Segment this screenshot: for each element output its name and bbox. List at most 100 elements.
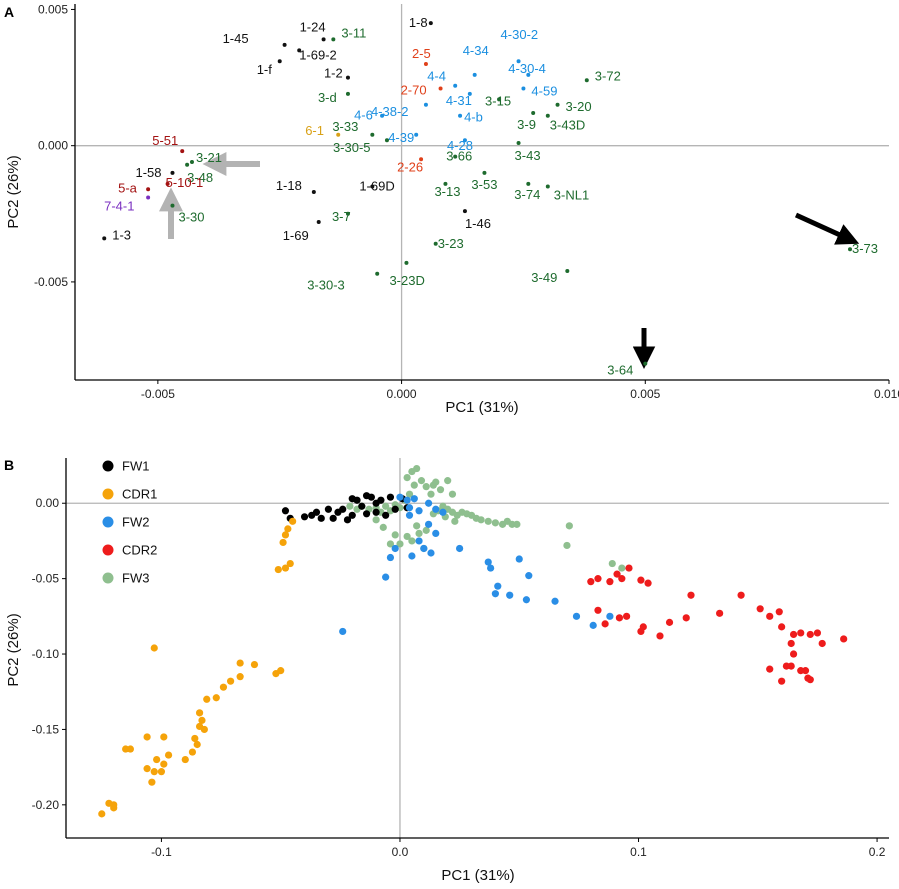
panel-a-point [565,269,570,274]
panel-b-point-cdr1 [200,725,208,734]
panel-a-point [345,91,350,96]
panel-a-point-label: 3-64 [607,363,633,378]
panel-a-point [458,113,463,118]
panel-b-point-fw3 [403,474,411,482]
legend-label-fw1: FW1 [122,459,149,474]
panel-b-point-fw3 [422,483,430,491]
panel-a-point-label: 3-13 [434,184,460,199]
panel-b-point-cdr2 [625,564,633,572]
panel-b-y-title: PC2 (26%) [5,613,22,686]
panel-b-point-fw2 [589,621,597,629]
panel-b-point-fw2 [386,553,395,562]
panel-b-point-fw3 [408,537,416,545]
panel-b-point-cdr2 [594,575,602,583]
panel-a-point-label: 1-69-2 [299,47,337,62]
panel-b-y-tick-label: -0.05 [32,572,60,586]
panel-b-point-fw2 [405,504,414,512]
panel-a-point-label: 1-69D [359,179,394,194]
panel-b-point-cdr2 [682,614,690,622]
panel-a-point [531,110,536,115]
panel-b-point-cdr2 [775,608,783,616]
panel-a-x-tick-label: 0.005 [630,387,660,401]
panel-a-point [170,170,175,175]
panel-a-point-label: 1-2 [324,66,343,81]
panel-b-point-fw3 [422,526,430,534]
panel-b-point-fw2 [484,558,492,566]
panel-a-point-label: 1-24 [300,19,326,34]
panel-a-point [438,86,443,91]
panel-b-point-cdr1 [195,709,204,717]
panel-b-point-fw2 [408,552,416,560]
panel-b-point-fw2 [494,582,502,590]
panel-a-point-label: 4-b [464,110,483,125]
panel-b-point-cdr2 [637,627,645,636]
panel-a-point [472,72,477,77]
panel-b-point-cdr2 [687,591,695,599]
panel-a-point [277,59,282,64]
panel-b-point-fw3 [436,486,445,494]
panel-b-point-cdr2 [778,623,786,631]
panel-a-point [370,132,375,137]
panel-a-point [423,61,428,66]
panel-b-point-cdr1 [236,659,244,667]
panel-a-x-tick-label: -0.005 [141,387,175,401]
panel-b-point-cdr2 [637,576,645,584]
panel-a-points: 1-45 1-24 3-11 1-8 1-69-2 1-f 1-2 2-5 2-70 3-d 4-3… [102,15,878,378]
panel-b-point-cdr1 [281,531,290,539]
panel-b-point-cdr2 [606,578,614,586]
legend-swatch-fw1 [102,460,114,472]
panel-a-point [584,78,589,83]
panel-b-point-fw1 [339,505,347,513]
panel-b-point-fw3 [415,529,423,537]
panel-a-point [345,211,350,216]
panel-b-point-cdr1 [150,644,158,652]
panel-a-point-label: 3-72 [595,68,621,83]
panel-a-point [180,149,185,154]
legend-swatch-fw2 [102,516,114,528]
panel-b-point-fw2 [432,529,440,537]
panel-b-point-cdr1 [105,799,113,807]
panel-a-point [146,187,151,192]
panel-b-point-cdr2 [787,639,795,648]
panel-b-point-fw3 [403,532,411,541]
panel-a-point [297,48,302,53]
panel-b-point-cdr1 [203,695,211,703]
panel-b-point-cdr1 [164,751,173,759]
panel-b-point-fw1 [362,492,371,500]
panel-a-point-label: 5-51 [152,133,178,148]
panel-b-point-fw2 [410,495,418,503]
panel-b-point-fw1 [348,495,356,503]
panel-a-point-label: 4-59 [531,83,557,98]
panel-b-point-fw1 [317,514,325,522]
panel-b-point-cdr2 [665,618,674,626]
panel-b-point-fw3 [513,520,521,528]
panel-a-point [316,219,321,224]
panel-a-point [848,247,853,252]
panel-a-point-label: 2-70 [401,82,427,97]
panel-b-point-fw1 [343,516,352,524]
panel-b-point-fw2 [424,520,433,528]
panel-a-point-label: 2-26 [397,159,423,174]
panel-b-point-cdr1 [143,765,151,773]
panel-a-y-tick-label: 0.005 [38,2,68,16]
panel-b-point-cdr1 [274,565,282,574]
panel-b-point-cdr1 [227,677,235,685]
panel-a-point-label: 1-69 [283,228,309,243]
panel-b-point-cdr2 [782,662,791,670]
panel-b-point-fw1 [324,505,333,513]
panel-b-point-fw2 [606,612,614,620]
panel-a-point [453,83,458,88]
panel-a-point [453,154,458,159]
panel-b-point-cdr2 [806,676,814,684]
panel-a-point-label: 4-30-2 [501,27,539,42]
panel-a-point [482,170,487,175]
panel-a-point [428,21,433,26]
panel-b-point-fw2 [382,573,390,581]
panel-a-point-label: 3-43 [515,148,541,163]
panel-b-point-cdr2 [737,591,745,599]
panel-b-point-cdr2 [644,579,652,587]
panel-b-point-fw3 [448,490,457,498]
panel-b-point-cdr1 [150,768,158,776]
panel-b-x-tick-label: -0.1 [151,845,172,859]
panel-a-point [311,190,316,194]
